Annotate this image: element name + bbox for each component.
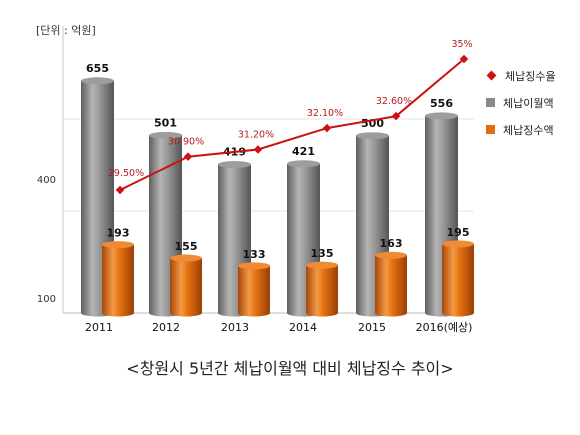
- legend: 체납징수율 체납이월액 체납징수액: [486, 62, 556, 143]
- collected-data-label: 193: [107, 227, 130, 240]
- collected-bar: [442, 240, 474, 317]
- collected-bar-top: [375, 251, 407, 259]
- rate-point-marker: [459, 54, 469, 64]
- rate-point-marker: [253, 145, 263, 154]
- orange-swatch-icon: [486, 125, 495, 134]
- carryover-bar-top: [356, 132, 389, 140]
- collected-bar: [102, 241, 134, 317]
- rate-data-label: 35%: [451, 39, 472, 50]
- x-tick-label: 2016(예상): [416, 321, 473, 334]
- collected-bar-body: [375, 255, 407, 313]
- rate-point-marker: [115, 185, 125, 195]
- rate-data-label: 30.90%: [168, 137, 204, 148]
- gray-swatch-icon: [486, 98, 495, 107]
- collected-bar-top: [238, 262, 270, 270]
- collected-bar-body: [238, 265, 270, 313]
- collected-data-label: 155: [175, 240, 198, 253]
- diamond-marker-icon: [486, 70, 497, 81]
- legend-item-collected: 체납징수액: [486, 116, 556, 143]
- collected-bar-body: [306, 265, 338, 313]
- collected-bar-body: [102, 244, 134, 313]
- rate-data-label: 29.50%: [108, 168, 144, 179]
- collected-bar: [375, 251, 407, 317]
- collected-bar-top: [170, 254, 202, 262]
- collected-bar-base: [170, 309, 202, 317]
- rate-point-marker: [322, 123, 332, 133]
- rate-data-label: 32.10%: [307, 108, 343, 119]
- collected-bar-base: [375, 309, 407, 317]
- x-tick-label: 2013: [221, 321, 249, 334]
- legend-label-collected: 체납징수액: [503, 123, 554, 137]
- collected-bar-base: [102, 309, 134, 317]
- collected-bar-body: [442, 243, 474, 313]
- legend-item-carryover: 체납이월액: [486, 89, 556, 116]
- legend-label-carryover: 체납이월액: [503, 96, 554, 110]
- collected-data-label: 195: [447, 226, 470, 239]
- collected-bar: [170, 254, 202, 317]
- rate-point-marker: [183, 152, 193, 161]
- carryover-data-label: 421: [292, 145, 315, 158]
- collected-bar-top: [306, 261, 338, 269]
- legend-label-rate: 체납징수율: [505, 69, 556, 83]
- y-tick-label: 400: [37, 175, 56, 186]
- carryover-data-label: 556: [430, 97, 453, 110]
- collected-data-label: 135: [311, 247, 334, 260]
- collected-bar-base: [238, 309, 270, 317]
- collected-bar-base: [442, 309, 474, 317]
- x-tick-label: 2012: [152, 321, 180, 334]
- carryover-bar-top: [425, 112, 458, 120]
- carryover-data-label: 501: [154, 116, 177, 129]
- rate-data-label: 32.60%: [376, 96, 412, 107]
- y-tick-label: 100: [37, 294, 56, 305]
- collected-bar-top: [102, 241, 134, 249]
- collected-bar: [238, 262, 270, 317]
- collected-bar-top: [442, 240, 474, 248]
- legend-item-rate: 체납징수율: [486, 62, 556, 89]
- collected-data-label: 133: [243, 248, 266, 261]
- carryover-data-label: 655: [86, 62, 109, 75]
- chart-caption: <창원시 5년간 체납이월액 대비 체납징수 추이>: [126, 359, 454, 378]
- collected-data-label: 163: [380, 237, 403, 250]
- collected-bar-base: [306, 309, 338, 317]
- collected-bar-body: [170, 258, 202, 313]
- x-tick-label: 2015: [358, 321, 386, 334]
- carryover-bar-top: [287, 160, 320, 168]
- collected-bar: [306, 261, 338, 317]
- carryover-bar-top: [218, 160, 251, 168]
- carryover-bar: [149, 131, 182, 317]
- x-tick-label: 2014: [289, 321, 317, 334]
- x-tick-label: 2011: [85, 321, 113, 334]
- rate-data-label: 31.20%: [238, 130, 274, 141]
- carryover-bar-top: [81, 77, 114, 85]
- carryover-bar-top: [149, 131, 182, 139]
- rate-series-line: [119, 58, 465, 191]
- unit-label: [단위 : 억원]: [36, 24, 96, 37]
